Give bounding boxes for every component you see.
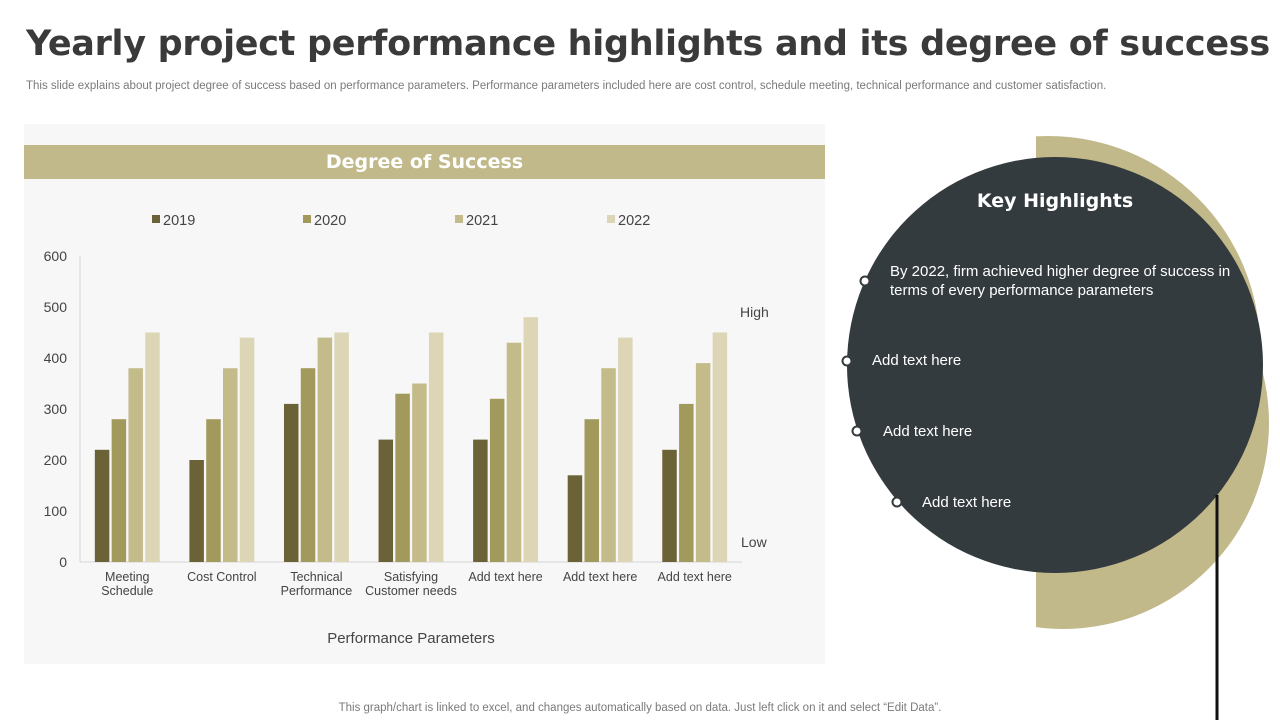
bullet-dot (841, 355, 853, 367)
bar-2019 (567, 475, 583, 562)
bar-2019 (283, 403, 299, 562)
annotation-low: Low (741, 534, 768, 550)
bar-2021 (223, 368, 238, 562)
legend-label-2021: 2021 (466, 213, 498, 229)
highlight-item-4: Add text here (922, 494, 1012, 511)
bar-2020 (489, 398, 505, 562)
bar-2020 (584, 419, 599, 562)
legend-label-2022: 2022 (618, 213, 650, 229)
legend-swatch-2022 (607, 215, 615, 223)
highlight-bullets (841, 275, 903, 508)
bar-2019 (662, 449, 677, 562)
legend-swatch-2020 (303, 215, 311, 223)
bullet-dot (859, 275, 871, 287)
bar-2022 (334, 332, 349, 562)
bar-2022 (239, 337, 255, 562)
y-tick-label: 200 (44, 452, 68, 468)
bar-2020 (679, 403, 694, 562)
bar-2021 (412, 383, 427, 562)
x-tick-label: Performance (281, 584, 353, 598)
bar-2022 (428, 332, 444, 562)
x-tick-label: Technical (290, 570, 342, 584)
highlight-item-3: Add text here (883, 423, 973, 440)
legend-swatch-2021 (455, 215, 463, 223)
bar-2019 (378, 439, 394, 562)
y-tick-label: 300 (44, 401, 68, 417)
y-tick-label: 400 (44, 350, 68, 366)
x-tick-label: Add text here (658, 570, 732, 584)
x-tick-label: Cost Control (187, 570, 256, 584)
legend-label-2020: 2020 (314, 213, 346, 229)
x-tick-label: Add text here (468, 570, 542, 584)
x-tick-label: Schedule (101, 584, 153, 598)
chart-header: Degree of Success (24, 145, 825, 179)
bullet-dot (851, 425, 863, 437)
x-tick-label: Meeting (105, 570, 150, 584)
bar-2021 (317, 337, 333, 562)
x-axis-title: Performance Parameters (327, 630, 495, 647)
key-highlights-title: Key Highlights (976, 190, 1134, 212)
bar-2021 (128, 368, 143, 562)
bar-2019 (473, 439, 488, 562)
bar-2020 (395, 393, 410, 562)
bar-2021 (601, 368, 616, 562)
bar-2021 (506, 342, 522, 562)
y-tick-label: 100 (44, 503, 68, 519)
bar-2022 (523, 317, 539, 562)
bar-2022 (712, 332, 728, 562)
y-tick-label: 0 (59, 554, 67, 570)
highlight-item-1: By 2022, firm achieved higher degree of … (890, 263, 1231, 299)
page-subtitle: This slide explains about project degree… (26, 80, 1107, 92)
legend-swatch-2019 (152, 215, 160, 223)
bar-2019 (94, 449, 110, 562)
x-tick-label: Customer needs (365, 584, 457, 598)
y-tick-label: 600 (44, 248, 68, 264)
bar-2022 (145, 332, 160, 562)
bar-2020 (300, 368, 316, 562)
bullet-dot (891, 496, 903, 508)
bar-2020 (111, 419, 127, 562)
highlight-item-2: Add text here (872, 352, 962, 369)
x-tick-label: Add text here (563, 570, 637, 584)
key-highlights-circle (847, 157, 1263, 573)
bar-2022 (618, 337, 633, 562)
page-title: Yearly project performance highlights an… (26, 24, 1270, 64)
legend-label-2019: 2019 (163, 213, 195, 229)
x-tick-label: Satisfying (384, 570, 438, 584)
annotation-high: High (740, 304, 769, 320)
bar-2020 (206, 419, 221, 562)
footer-note: This graph/chart is linked to excel, and… (338, 702, 942, 714)
bar-2021 (695, 363, 711, 562)
y-tick-label: 500 (44, 299, 68, 315)
bar-2019 (189, 460, 204, 562)
